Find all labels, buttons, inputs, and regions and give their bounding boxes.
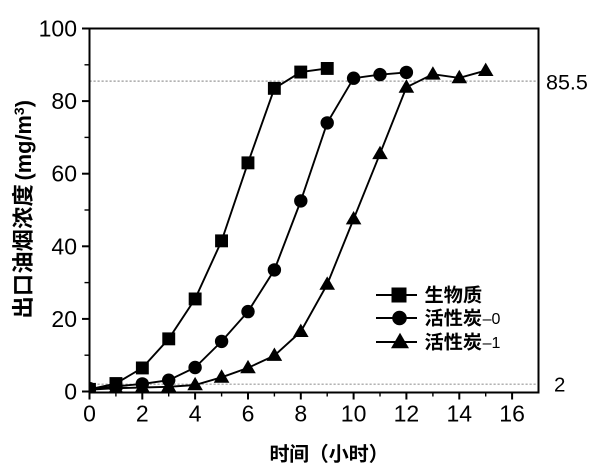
svg-text:60: 60 — [51, 161, 77, 187]
svg-text:20: 20 — [51, 306, 77, 332]
svg-text:80: 80 — [51, 88, 77, 114]
svg-text:2: 2 — [554, 374, 565, 397]
svg-text:14: 14 — [447, 401, 473, 427]
svg-text:0: 0 — [83, 401, 96, 427]
svg-text:85.5: 85.5 — [546, 71, 588, 95]
svg-text:12: 12 — [394, 401, 420, 427]
svg-text:0: 0 — [64, 379, 77, 405]
svg-text:100: 100 — [39, 16, 77, 42]
svg-text:–0: –0 — [483, 311, 501, 328]
svg-text:10: 10 — [341, 401, 367, 427]
svg-text:–1: –1 — [483, 335, 501, 352]
svg-text:6: 6 — [242, 401, 255, 427]
svg-text:40: 40 — [51, 233, 77, 259]
svg-text:8: 8 — [294, 401, 307, 427]
svg-text:16: 16 — [499, 401, 525, 427]
svg-text:4: 4 — [189, 401, 202, 427]
svg-text:2: 2 — [136, 401, 149, 427]
